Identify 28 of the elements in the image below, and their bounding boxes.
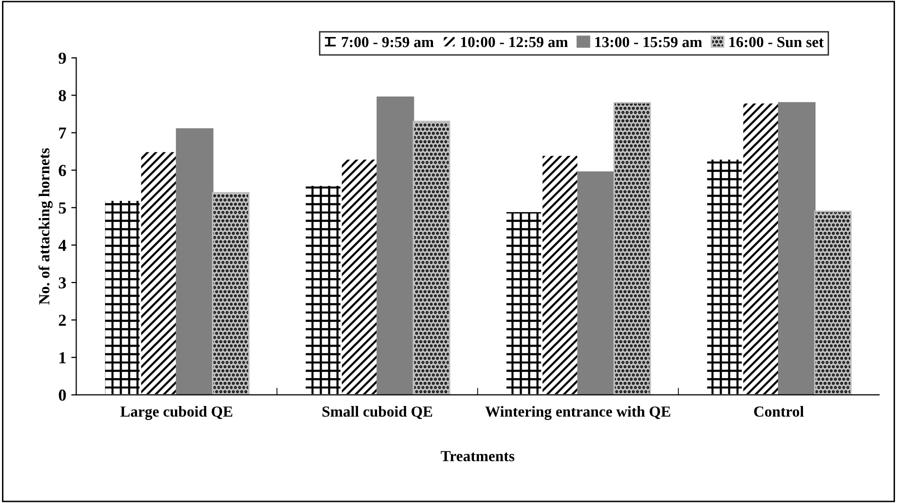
y-tick-label: 1 bbox=[60, 352, 66, 364]
y-tick-label: 4 bbox=[58, 240, 66, 251]
bar bbox=[577, 171, 615, 395]
y-tick-label: 0 bbox=[58, 390, 66, 401]
legend-label: 10:00 - 12:59 am bbox=[461, 36, 568, 48]
y-axis-title: No. of attacking hornets bbox=[38, 148, 53, 305]
legend-label: 13:00 - 15:59 am bbox=[595, 36, 702, 48]
legend-label: 16:00 - Sun set bbox=[729, 36, 824, 48]
bar bbox=[778, 102, 816, 395]
y-tick-label: 7 bbox=[59, 128, 66, 139]
y-tick-label: 9 bbox=[58, 52, 66, 64]
bar bbox=[412, 120, 450, 395]
y-tick-label: 6 bbox=[58, 164, 66, 176]
x-tick-label: Wintering entrance with QE bbox=[485, 406, 670, 420]
legend-label: 7:00 - 9:59 am bbox=[342, 36, 434, 48]
bar bbox=[176, 128, 214, 395]
bar bbox=[212, 192, 250, 395]
bar bbox=[376, 96, 414, 395]
bar bbox=[613, 102, 651, 395]
x-axis-title: Treatments bbox=[440, 451, 514, 462]
y-tick-label: 5 bbox=[58, 202, 66, 214]
x-tick-label: Small cuboid QE bbox=[322, 406, 432, 420]
bar bbox=[814, 210, 852, 395]
y-tick-label: 3 bbox=[58, 277, 66, 288]
y-tick-label: 2 bbox=[58, 314, 66, 326]
x-tick-label: Large cuboid QE bbox=[120, 406, 232, 420]
y-tick-label: 8 bbox=[58, 90, 66, 102]
x-tick-label: Control bbox=[754, 406, 804, 417]
